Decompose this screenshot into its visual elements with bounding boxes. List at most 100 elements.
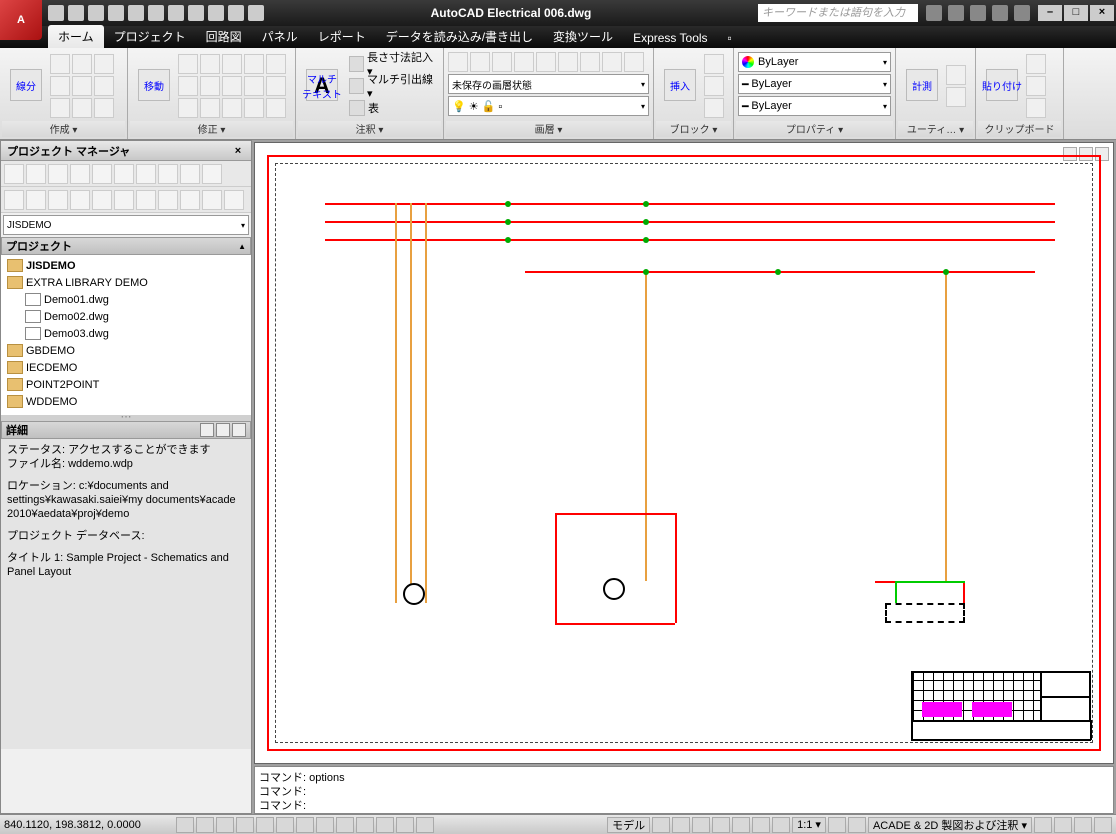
move-button[interactable]: 移動 — [132, 67, 176, 105]
draw-tool-3[interactable] — [94, 54, 114, 74]
tab-report[interactable]: レポート — [308, 25, 376, 48]
tab-schematic[interactable]: 回路図 — [196, 25, 252, 48]
ortho-toggle[interactable] — [216, 817, 234, 833]
pm-tb4[interactable] — [70, 164, 90, 184]
tree-demo03[interactable]: Demo03.dwg — [3, 325, 249, 342]
tab-panel[interactable]: パネル — [252, 25, 308, 48]
favorite-icon[interactable] — [992, 5, 1008, 21]
anno-auto-icon[interactable] — [848, 817, 866, 833]
copy-icon[interactable] — [1026, 76, 1046, 96]
block-t2[interactable] — [704, 76, 724, 96]
qv-icon[interactable] — [672, 817, 690, 833]
wheel-icon[interactable] — [752, 817, 770, 833]
pm-tb20[interactable] — [202, 190, 222, 210]
mod-3[interactable] — [222, 54, 242, 74]
key-icon[interactable] — [948, 5, 964, 21]
sc-toggle[interactable] — [376, 817, 394, 833]
pm-tb2[interactable] — [26, 164, 46, 184]
pan-icon[interactable] — [712, 817, 730, 833]
isolate-icon[interactable] — [1074, 817, 1092, 833]
tree-wddemo[interactable]: WDDEMO — [3, 393, 249, 410]
layer-t7[interactable] — [580, 52, 600, 72]
pm-tb7[interactable] — [136, 164, 156, 184]
measure-button[interactable]: 計測 — [900, 67, 944, 105]
pm-tb12[interactable] — [26, 190, 46, 210]
lwt-toggle[interactable] — [336, 817, 354, 833]
pm-tb21[interactable] — [224, 190, 244, 210]
layer-t6[interactable] — [558, 52, 578, 72]
app-menu-button[interactable]: A — [0, 0, 42, 40]
tpy-toggle[interactable] — [416, 817, 434, 833]
line-button[interactable]: 線分 — [4, 67, 48, 105]
tab-import[interactable]: データを読み込み/書き出し — [376, 25, 543, 48]
table-button[interactable]: 表 — [346, 98, 439, 118]
mod-14[interactable] — [244, 98, 264, 118]
search-icon[interactable] — [926, 5, 942, 21]
layer-state-combo[interactable]: 未保存の画層状態 — [448, 74, 649, 94]
qat-plot-icon[interactable] — [128, 5, 144, 21]
mtext-button[interactable]: Aマルチ テキスト — [300, 67, 344, 105]
search-input[interactable]: キーワードまたは語句を入力 — [758, 4, 918, 22]
pm-tb10[interactable] — [202, 164, 222, 184]
otrack-toggle[interactable] — [276, 817, 294, 833]
maximize-button[interactable]: □ — [1064, 5, 1088, 21]
osnap-toggle[interactable] — [256, 817, 274, 833]
toolbar-lock-icon[interactable] — [1034, 817, 1052, 833]
pm-tb6[interactable] — [114, 164, 134, 184]
cut-icon[interactable] — [1026, 54, 1046, 74]
draw-tool-9[interactable] — [94, 98, 114, 118]
coordinates[interactable]: 840.1120, 198.3812, 0.0000 — [4, 819, 174, 831]
panel-properties-title[interactable]: プロパティ ▾ — [736, 121, 893, 137]
qat-icon10[interactable] — [228, 5, 244, 21]
qat-save-icon[interactable] — [88, 5, 104, 21]
grid-toggle[interactable] — [196, 817, 214, 833]
pm-view3-icon[interactable] — [232, 423, 246, 437]
anno-vis-icon[interactable] — [828, 817, 846, 833]
mod-12[interactable] — [200, 98, 220, 118]
layer-t5[interactable] — [536, 52, 556, 72]
pm-titlebar[interactable]: プロジェクト マネージャ× — [1, 141, 251, 161]
tree-jisdemo[interactable]: JISDEMO — [3, 257, 249, 274]
tree-demo02[interactable]: Demo02.dwg — [3, 308, 249, 325]
help-icon[interactable] — [1014, 5, 1030, 21]
pm-tb18[interactable] — [158, 190, 178, 210]
tree-iecdemo[interactable]: IECDEMO — [3, 359, 249, 376]
zoom-icon[interactable] — [732, 817, 750, 833]
mleader-button[interactable]: マルチ引出線 ▾ — [346, 76, 439, 96]
insert-button[interactable]: 挿入 — [658, 67, 702, 105]
mod-11[interactable] — [178, 98, 198, 118]
panel-annotate-title[interactable]: 注釈 ▾ — [298, 121, 441, 137]
qat-dropdown-icon[interactable] — [248, 5, 264, 21]
panel-utility-title[interactable]: ユーティ… ▾ — [898, 121, 973, 137]
tab-project[interactable]: プロジェクト — [104, 25, 196, 48]
pm-tb14[interactable] — [70, 190, 90, 210]
showmo-icon[interactable] — [772, 817, 790, 833]
pm-tb9[interactable] — [180, 164, 200, 184]
mod-6[interactable] — [178, 76, 198, 96]
layer-t9[interactable] — [624, 52, 644, 72]
model-space-button[interactable]: モデル — [607, 817, 650, 833]
layer-t2[interactable] — [470, 52, 490, 72]
pm-close-icon[interactable]: × — [231, 145, 245, 157]
panel-block-title[interactable]: ブロック ▾ — [656, 121, 731, 137]
mod-5[interactable] — [266, 54, 286, 74]
draw-tool-1[interactable] — [50, 54, 70, 74]
tab-output-icon[interactable]: ▫ — [718, 28, 742, 48]
mod-10[interactable] — [266, 76, 286, 96]
minimize-button[interactable]: – — [1038, 5, 1062, 21]
panel-draw-title[interactable]: 作成 ▾ — [2, 121, 125, 137]
mod-13[interactable] — [222, 98, 242, 118]
tree-gbdemo[interactable]: GBDEMO — [3, 342, 249, 359]
hardware-icon[interactable] — [1054, 817, 1072, 833]
match-icon[interactable] — [1026, 98, 1046, 118]
comm-icon[interactable] — [970, 5, 986, 21]
layer-t3[interactable] — [492, 52, 512, 72]
mod-15[interactable] — [266, 98, 286, 118]
block-t3[interactable] — [704, 98, 724, 118]
pm-tb3[interactable] — [48, 164, 68, 184]
pm-section-projects[interactable]: プロジェクト — [1, 237, 251, 255]
mod-4[interactable] — [244, 54, 264, 74]
layout-icon[interactable] — [652, 817, 670, 833]
clean-icon[interactable] — [1094, 817, 1112, 833]
draw-tool-6[interactable] — [94, 76, 114, 96]
